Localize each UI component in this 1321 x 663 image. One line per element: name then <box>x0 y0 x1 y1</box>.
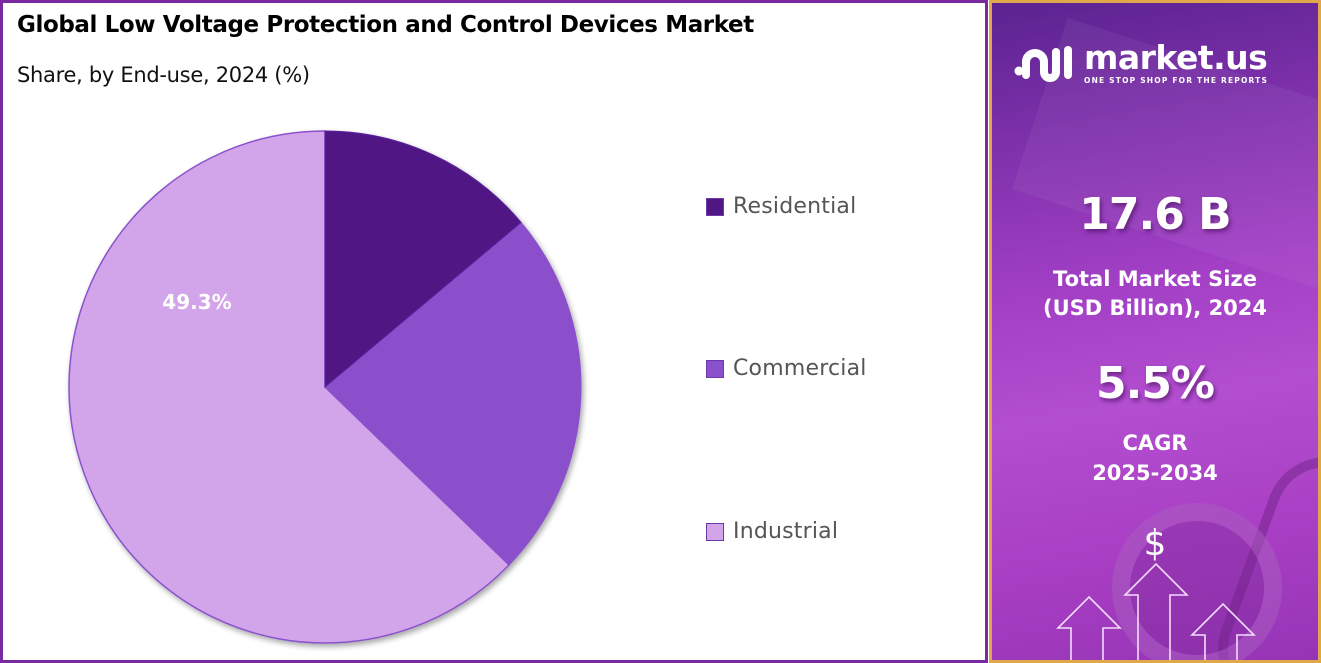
legend-swatch-industrial <box>706 522 724 541</box>
growth-arrows-icon <box>1056 562 1256 660</box>
brand-tagline: ONE STOP SHOP FOR THE REPORTS <box>1084 76 1269 85</box>
legend-item-residential[interactable]: Residential <box>706 194 856 219</box>
market-size-label-line2: (USD Billion), 2024 <box>1042 296 1268 320</box>
cagr-value: 5.5% <box>1095 358 1215 409</box>
legend-item-industrial[interactable]: Industrial <box>706 519 838 544</box>
legend-label: Industrial <box>733 519 839 544</box>
market-size-value: 17.6 B <box>1079 189 1231 240</box>
chart-title: Global Low Voltage Protection and Contro… <box>17 12 754 38</box>
pie-label-industrial: 49.3% <box>162 290 231 314</box>
chart-subtitle: Share, by End-use, 2024 (%) <box>17 63 310 87</box>
pie-slice-commercial[interactable] <box>324 221 582 566</box>
market-us-logo-icon <box>1014 46 1072 82</box>
brand-logo[interactable]: market.us ONE STOP SHOP FOR THE REPORTS <box>1014 41 1268 85</box>
cagr-label-line2: 2025-2034 <box>1092 461 1218 485</box>
market-size-label-line1: Total Market Size <box>1053 267 1257 291</box>
legend-label: Commercial <box>733 356 867 381</box>
legend-label: Residential <box>733 194 857 219</box>
brand-name: market.us <box>1084 38 1268 77</box>
pie-slice-industrial[interactable] <box>68 130 511 644</box>
legend-item-commercial[interactable]: Commercial <box>706 356 867 381</box>
pie-chart: 49.3% <box>68 130 582 644</box>
dollar-icon: $ <box>1143 523 1167 564</box>
stats-sidebar: market.us ONE STOP SHOP FOR THE REPORTS … <box>989 0 1321 663</box>
legend-swatch-commercial <box>706 359 724 378</box>
cagr-label-line1: CAGR <box>1122 431 1188 455</box>
pie-slice-residential[interactable] <box>324 130 522 389</box>
legend-swatch-residential <box>706 197 724 216</box>
